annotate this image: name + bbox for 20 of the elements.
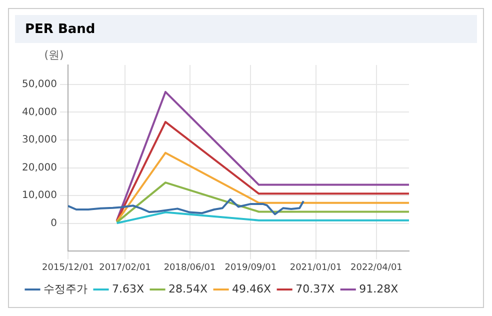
y-tick-label: 0 bbox=[50, 218, 57, 230]
y-tick-label: 30,000 bbox=[22, 134, 57, 146]
y-tick-label: 20,000 bbox=[22, 162, 57, 174]
x-tick-label: 2022/04/01 bbox=[350, 262, 402, 273]
legend-label: 수정주가 bbox=[44, 282, 88, 296]
chart-title: PER Band bbox=[15, 15, 477, 43]
legend-label: 28.54X bbox=[168, 282, 208, 296]
x-tick-label: 2019/09/01 bbox=[224, 262, 277, 273]
x-tick-label: 2018/06/01 bbox=[164, 262, 216, 273]
x-tick-label: 2015/12/01 bbox=[42, 262, 94, 273]
y-tick-label: 50,000 bbox=[22, 79, 57, 90]
legend-label: 70.37X bbox=[296, 282, 336, 296]
x-tick-label: 2021/01/01 bbox=[290, 262, 342, 273]
legend-label: 91.28X bbox=[359, 282, 399, 296]
legend-label: 7.63X bbox=[112, 282, 144, 296]
x-tick-label: 2017/02/01 bbox=[99, 262, 152, 273]
y-tick-label: 10,000 bbox=[22, 190, 57, 202]
y-axis-title: (원) bbox=[44, 48, 64, 62]
legend-label: 49.46X bbox=[232, 282, 272, 296]
y-tick-label: 40,000 bbox=[22, 106, 57, 118]
